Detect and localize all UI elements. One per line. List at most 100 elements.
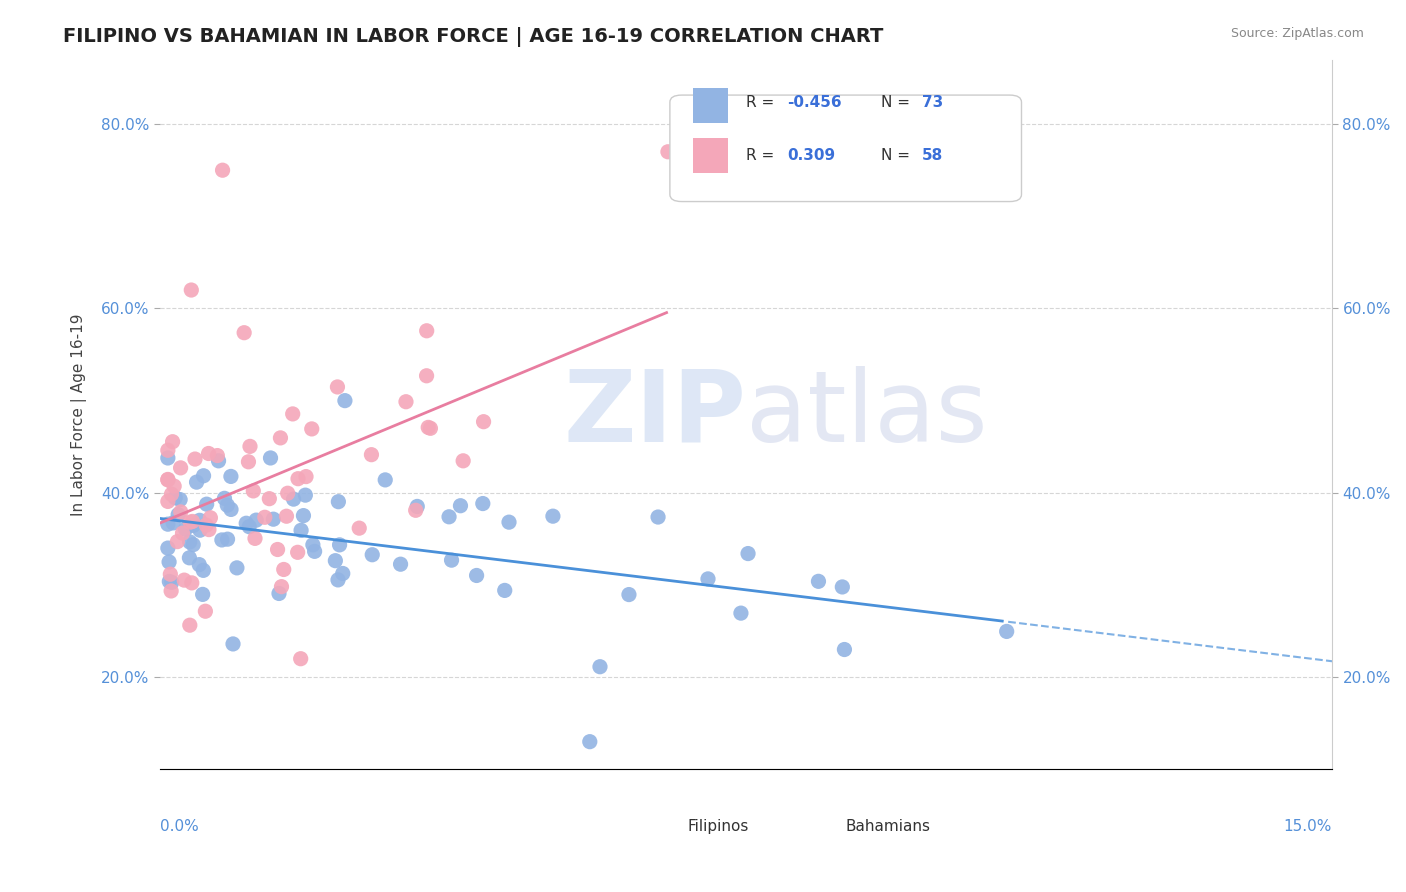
Point xyxy=(328,494,350,508)
Point xyxy=(326,380,349,394)
Point xyxy=(156,541,179,555)
Point xyxy=(418,420,440,434)
Point xyxy=(419,421,441,435)
Point xyxy=(647,510,669,524)
Point xyxy=(181,538,204,552)
Point xyxy=(995,624,1018,639)
Point xyxy=(405,503,427,517)
Point xyxy=(253,510,276,524)
Point xyxy=(211,163,233,178)
Point xyxy=(169,492,191,507)
Point xyxy=(276,509,298,524)
Point xyxy=(395,394,418,409)
Point xyxy=(238,519,260,533)
Point xyxy=(181,518,204,533)
Point xyxy=(242,483,264,498)
Point xyxy=(301,422,323,436)
FancyBboxPatch shape xyxy=(669,95,1022,202)
Text: FILIPINO VS BAHAMIAN IN LABOR FORCE | AGE 16-19 CORRELATION CHART: FILIPINO VS BAHAMIAN IN LABOR FORCE | AG… xyxy=(63,27,883,46)
Point xyxy=(541,509,564,524)
Point xyxy=(437,509,460,524)
Point xyxy=(269,431,291,445)
Point xyxy=(156,494,179,508)
Point xyxy=(360,448,382,462)
Point xyxy=(197,446,219,460)
Point xyxy=(184,452,207,467)
Point xyxy=(160,583,183,598)
Text: atlas: atlas xyxy=(747,366,987,463)
Text: R =: R = xyxy=(747,95,779,110)
Point xyxy=(329,538,352,552)
Point xyxy=(302,538,325,552)
Point xyxy=(193,563,215,577)
Point xyxy=(170,505,193,519)
Point xyxy=(270,580,292,594)
Point xyxy=(465,568,488,582)
Point xyxy=(186,475,208,490)
Point xyxy=(589,659,612,673)
Point xyxy=(179,618,201,632)
Point xyxy=(217,498,239,512)
Point xyxy=(179,535,201,549)
Point xyxy=(287,545,309,559)
Point xyxy=(180,575,202,590)
Point xyxy=(162,516,184,530)
Point xyxy=(207,454,229,468)
Point xyxy=(267,586,290,600)
Point xyxy=(294,488,316,502)
Point xyxy=(156,472,179,486)
Point xyxy=(617,588,640,602)
Point xyxy=(193,468,215,483)
Point xyxy=(165,491,187,505)
Point xyxy=(160,487,183,501)
Point xyxy=(471,497,494,511)
Point xyxy=(195,518,218,533)
Point xyxy=(217,532,239,546)
Bar xyxy=(693,137,728,173)
Point xyxy=(166,534,188,549)
Point xyxy=(211,533,233,547)
Point xyxy=(332,566,354,581)
Point xyxy=(157,574,180,589)
Point xyxy=(287,472,309,486)
Point xyxy=(173,573,195,587)
Point xyxy=(807,574,830,589)
Point xyxy=(239,439,262,453)
Point xyxy=(831,580,853,594)
Point xyxy=(172,526,194,541)
Bar xyxy=(652,819,682,837)
Point xyxy=(180,283,202,297)
Point xyxy=(292,508,315,523)
Point xyxy=(188,558,211,572)
Point xyxy=(326,573,349,587)
Text: R =: R = xyxy=(747,148,779,163)
Point xyxy=(156,443,179,458)
Point xyxy=(737,547,759,561)
Point xyxy=(415,324,437,338)
Text: ZIP: ZIP xyxy=(564,366,747,463)
Point xyxy=(188,523,211,537)
Bar xyxy=(693,88,728,123)
Point xyxy=(214,491,236,506)
Point xyxy=(181,515,204,529)
Point xyxy=(194,604,217,618)
Point xyxy=(450,499,472,513)
Point xyxy=(179,550,201,565)
Point xyxy=(262,512,284,526)
Point xyxy=(207,449,229,463)
Point xyxy=(174,522,197,536)
Point xyxy=(834,642,856,657)
Point xyxy=(226,561,249,575)
Point xyxy=(235,516,257,531)
Point xyxy=(259,491,281,506)
Point xyxy=(160,575,183,590)
Point xyxy=(219,469,242,483)
Point xyxy=(266,542,288,557)
Text: 15.0%: 15.0% xyxy=(1284,819,1331,834)
Point xyxy=(440,553,463,567)
Point xyxy=(238,455,260,469)
Point xyxy=(290,651,312,665)
Point xyxy=(494,583,516,598)
Point xyxy=(361,548,384,562)
Point xyxy=(198,523,221,537)
